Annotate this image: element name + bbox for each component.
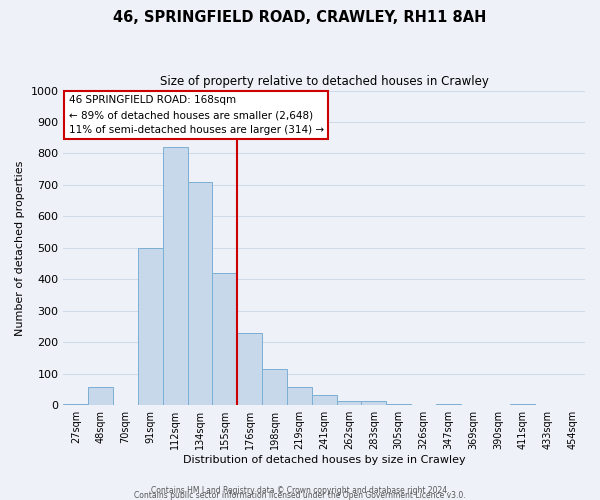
Text: 46, SPRINGFIELD ROAD, CRAWLEY, RH11 8AH: 46, SPRINGFIELD ROAD, CRAWLEY, RH11 8AH	[113, 10, 487, 25]
Text: Contains public sector information licensed under the Open Government Licence v3: Contains public sector information licen…	[134, 491, 466, 500]
Bar	[188, 182, 212, 405]
Text: Contains HM Land Registry data © Crown copyright and database right 2024.: Contains HM Land Registry data © Crown c…	[151, 486, 449, 495]
Bar	[511, 404, 535, 405]
Title: Size of property relative to detached houses in Crawley: Size of property relative to detached ho…	[160, 75, 488, 88]
Y-axis label: Number of detached properties: Number of detached properties	[15, 160, 25, 336]
Bar	[212, 273, 237, 405]
Bar	[138, 248, 163, 405]
Bar	[361, 401, 386, 405]
Bar	[64, 404, 88, 405]
Bar	[262, 369, 287, 405]
X-axis label: Distribution of detached houses by size in Crawley: Distribution of detached houses by size …	[183, 455, 466, 465]
Bar	[88, 387, 113, 405]
Bar	[436, 404, 461, 405]
Bar	[163, 147, 188, 405]
Bar	[237, 333, 262, 405]
Bar	[337, 401, 361, 405]
Bar	[312, 395, 337, 405]
Bar	[287, 387, 312, 405]
Bar	[386, 404, 411, 405]
Text: 46 SPRINGFIELD ROAD: 168sqm
← 89% of detached houses are smaller (2,648)
11% of : 46 SPRINGFIELD ROAD: 168sqm ← 89% of det…	[68, 96, 324, 135]
